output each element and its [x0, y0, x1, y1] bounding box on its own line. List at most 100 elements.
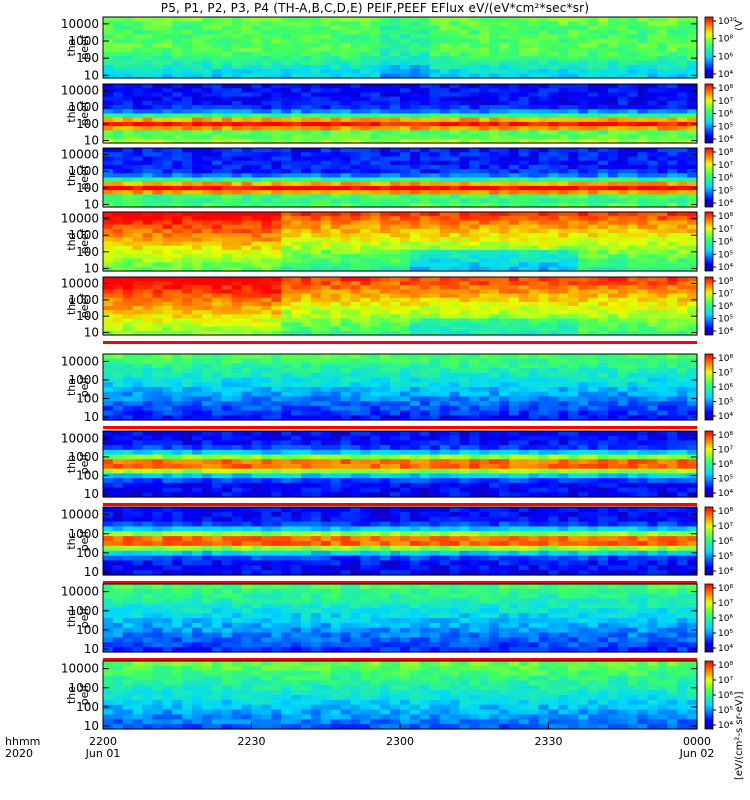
heatmap-cell — [578, 228, 589, 234]
heatmap-cell — [350, 330, 361, 336]
heatmap-cell — [508, 266, 520, 272]
heatmap-cell — [301, 60, 312, 66]
heatmap-cell — [400, 51, 411, 57]
heatmap-cell — [538, 293, 550, 299]
heatmap-cell — [568, 254, 579, 259]
heatmap-cell — [390, 391, 401, 398]
heatmap-cell — [677, 233, 688, 238]
heatmap-cell — [122, 387, 134, 393]
heatmap-cell — [281, 289, 292, 295]
heatmap-cell — [271, 43, 282, 49]
heatmap-cell — [400, 156, 411, 162]
heatmap-cell — [508, 138, 520, 144]
heatmap-cell — [340, 330, 352, 336]
heatmap-cell — [301, 405, 312, 412]
heatmap-cell — [647, 64, 658, 70]
heatmap-cell — [499, 224, 510, 230]
heatmap-cell — [310, 100, 322, 106]
heatmap-cell — [271, 293, 282, 299]
heatmap-cell — [103, 410, 114, 416]
heatmap-cell — [370, 237, 381, 243]
heatmap-cell — [479, 237, 490, 243]
heatmap-cell — [241, 405, 253, 412]
heatmap-cell — [142, 43, 154, 49]
heatmap-cell — [330, 237, 342, 243]
heatmap-cell — [677, 126, 688, 131]
heatmap-cell — [499, 372, 510, 379]
heatmap-cell — [370, 88, 381, 94]
heatmap-cell — [518, 382, 530, 388]
heatmap-cell — [271, 64, 282, 70]
heatmap-cell — [459, 301, 470, 307]
heatmap-cell — [657, 43, 668, 49]
heatmap-cell — [291, 21, 302, 27]
heatmap-cell — [221, 56, 233, 62]
heatmap-cell — [677, 237, 688, 243]
heatmap-cell — [162, 64, 173, 70]
heatmap-cell — [202, 25, 213, 31]
heatmap-cell — [122, 233, 134, 238]
heatmap-cell — [162, 181, 173, 187]
heatmap-cell — [439, 254, 451, 259]
heatmap-cell — [627, 47, 639, 53]
heatmap-cell — [271, 216, 282, 222]
heatmap-cell — [202, 216, 213, 222]
heatmap-cell — [409, 306, 421, 311]
heatmap-cell — [340, 96, 352, 102]
heatmap-cell — [568, 113, 579, 119]
heatmap-cell — [647, 281, 658, 286]
heatmap-cell — [152, 372, 163, 379]
heatmap-cell — [548, 88, 559, 94]
heatmap-cell — [152, 306, 163, 311]
heatmap-cell — [538, 181, 550, 187]
heatmap-cell — [459, 138, 470, 144]
heatmap-cell — [449, 198, 460, 204]
heatmap-cell — [449, 121, 460, 127]
heatmap-cell — [518, 391, 530, 398]
heatmap-cell — [132, 88, 144, 94]
heatmap-cell — [499, 25, 510, 31]
heatmap-cell — [320, 117, 332, 123]
heatmap-cell — [142, 245, 154, 251]
heatmap-cell — [231, 322, 243, 328]
heatmap-cell — [122, 281, 134, 286]
heatmap-cell — [370, 216, 381, 222]
heatmap-cell — [459, 96, 470, 102]
heatmap-cell — [251, 198, 262, 204]
heatmap-cell — [439, 84, 451, 89]
heatmap-cell — [607, 64, 619, 70]
heatmap-cell — [479, 228, 490, 234]
heatmap-cell — [271, 326, 282, 332]
heatmap-cell — [310, 25, 322, 31]
heatmap-cell — [627, 51, 639, 57]
heatmap-cell — [380, 177, 391, 183]
heatmap-cell — [459, 198, 470, 204]
heatmap-cell — [370, 43, 381, 49]
heatmap-cell — [548, 73, 559, 79]
heatmap-cell — [499, 285, 510, 291]
heatmap-cell — [192, 245, 203, 251]
heatmap-cell — [409, 194, 421, 200]
heatmap-cell — [657, 173, 668, 179]
heatmap-cell — [677, 88, 688, 94]
heatmap-cell — [627, 169, 639, 174]
heatmap-cell — [122, 254, 134, 259]
heatmap-cell — [202, 69, 213, 75]
heatmap-cell — [677, 277, 688, 282]
heatmap-cell — [489, 34, 500, 40]
heatmap-cell — [528, 372, 540, 379]
heatmap-cell — [172, 382, 183, 388]
heatmap-cell — [390, 202, 401, 208]
heatmap-cell — [508, 281, 520, 286]
heatmap-cell — [568, 249, 579, 255]
heatmap-cell — [479, 56, 490, 62]
heatmap-cell — [419, 262, 431, 268]
heatmap-cell — [687, 100, 698, 106]
heatmap-cell — [122, 64, 134, 70]
heatmap-cell — [330, 169, 342, 174]
heatmap-cell — [221, 177, 233, 183]
heatmap-cell — [320, 289, 332, 295]
heatmap-cell — [182, 410, 193, 416]
heatmap-cell — [528, 410, 540, 416]
heatmap-cell — [162, 326, 173, 332]
